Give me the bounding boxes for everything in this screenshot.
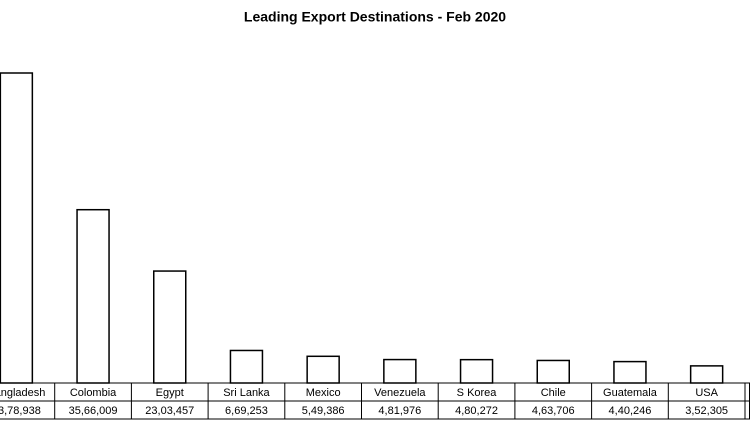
x-tick-label: Mexico	[306, 387, 341, 399]
value-label: 63,78,938	[0, 405, 41, 417]
bar	[229, 349, 264, 384]
bar	[536, 359, 570, 384]
bar	[689, 365, 724, 384]
bar	[0, 72, 34, 384]
x-tick-label: Egypt	[156, 387, 184, 399]
value-label: 3,52,305	[685, 405, 728, 417]
bar	[383, 358, 417, 384]
value-label: 4,63,706	[532, 405, 575, 417]
x-tick-label: Colombia	[70, 387, 117, 399]
chart-title: Leading Export Destinations - Feb 2020	[244, 9, 506, 25]
x-tick-label: Bangladesh	[0, 387, 45, 399]
x-tick-label: USA	[695, 387, 718, 399]
bar	[306, 355, 340, 384]
value-label: 4,80,272	[455, 405, 498, 417]
value-label: 23,03,457	[145, 405, 194, 417]
value-label: 6,69,253	[225, 405, 268, 417]
bar	[76, 208, 110, 384]
bar	[459, 358, 494, 384]
value-label: 4,81,976	[378, 405, 421, 417]
x-tick-label: Guatemala	[603, 387, 658, 399]
value-label: 4,40,246	[609, 405, 652, 417]
value-label: 5,49,386	[302, 405, 345, 417]
x-tick-label: Chile	[541, 387, 566, 399]
x-tick-label: Venezuela	[374, 387, 426, 399]
bar	[153, 270, 187, 384]
bar	[613, 360, 647, 384]
value-label: 35,66,009	[69, 405, 118, 417]
x-tick-label: Sri Lanka	[223, 387, 270, 399]
x-tick-label: S Korea	[457, 387, 498, 399]
